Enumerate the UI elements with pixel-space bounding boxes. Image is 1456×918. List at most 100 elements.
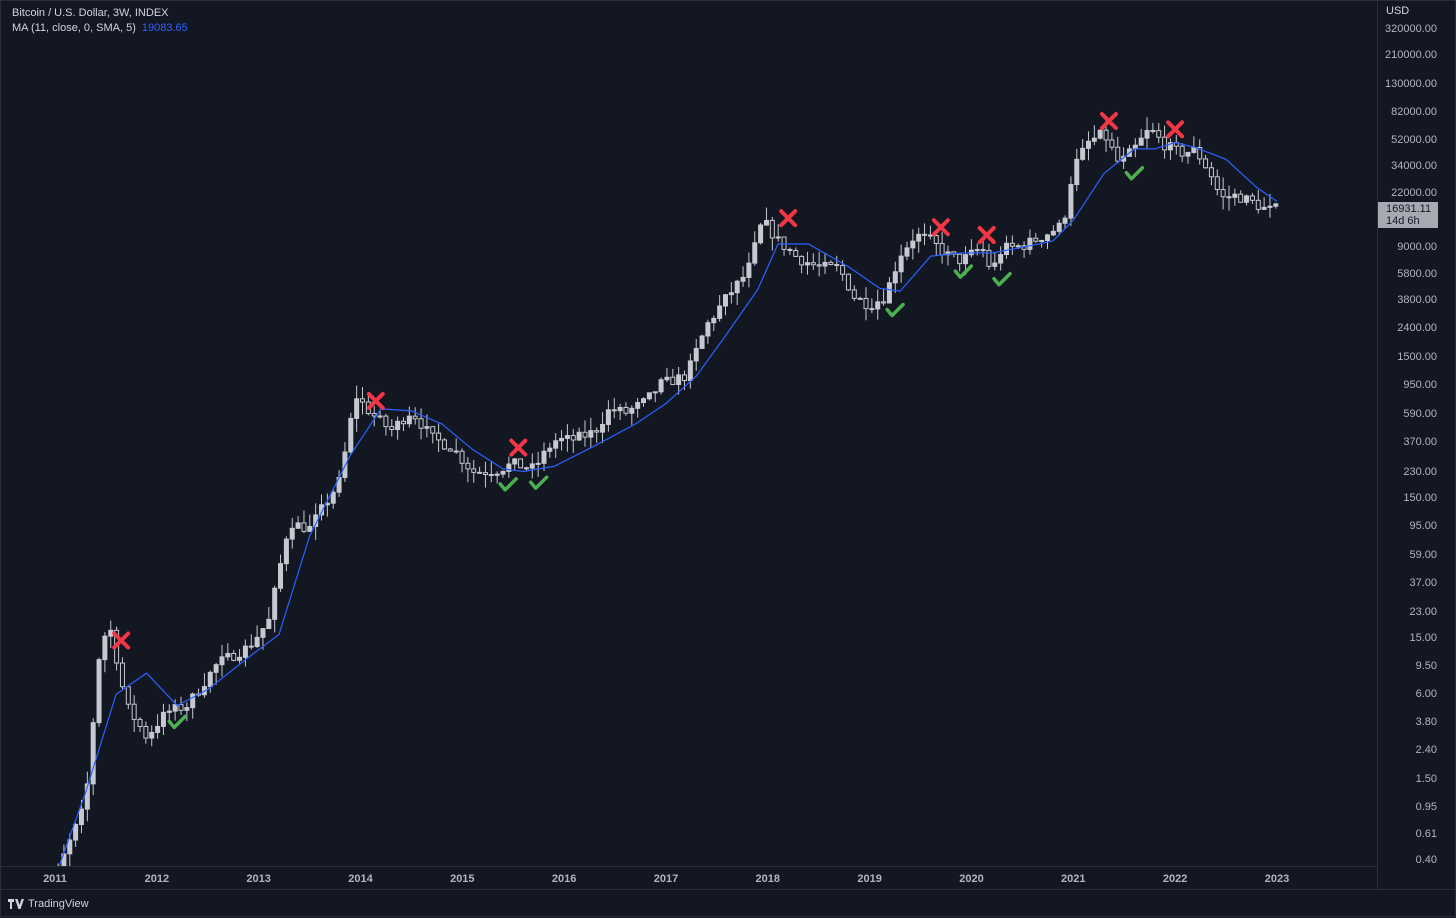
ma-line xyxy=(58,141,1278,866)
candle-body xyxy=(441,439,447,450)
time-tick: 2015 xyxy=(450,873,475,885)
reject-marker xyxy=(977,226,996,245)
candle-body xyxy=(1203,158,1209,169)
hold-marker xyxy=(1124,165,1145,181)
candle-body xyxy=(359,398,365,403)
candle-body xyxy=(1244,195,1250,203)
candle-body xyxy=(254,636,260,647)
candle-body xyxy=(594,430,600,433)
candle-body xyxy=(383,415,389,428)
price-tick: 3.80 xyxy=(1415,716,1437,729)
chart-legend: Bitcoin / U.S. Dollar, 3W, INDEX MA (11,… xyxy=(12,6,188,36)
price-tick: 210000.00 xyxy=(1385,48,1437,61)
time-axis[interactable]: 2011 2012 2013 2014 2015 2016 2017 2018 2019 2020… xyxy=(0,866,1377,890)
candle-body xyxy=(1261,206,1267,210)
candle-body xyxy=(986,249,992,267)
candle-body xyxy=(927,234,933,237)
candle-body xyxy=(810,262,816,266)
tradingview-brand[interactable]: TradingView xyxy=(8,898,89,910)
candle-body xyxy=(430,426,436,434)
candle-body xyxy=(283,538,289,565)
candle-body xyxy=(1044,234,1050,242)
candle-body xyxy=(412,415,418,420)
hold-marker xyxy=(498,477,518,492)
candle-body xyxy=(418,418,424,429)
candle-body xyxy=(102,635,108,661)
candle-body xyxy=(1197,147,1203,160)
candle-body xyxy=(125,686,131,705)
candle-body xyxy=(717,305,723,319)
candle-body xyxy=(266,618,272,630)
candle-body xyxy=(1015,245,1021,248)
candle-body xyxy=(84,783,90,810)
candle-body xyxy=(155,725,161,733)
candle-body xyxy=(1109,139,1115,148)
candle-body xyxy=(711,317,717,324)
candle-body xyxy=(1097,129,1103,139)
price-tick: 5800.00 xyxy=(1397,268,1437,281)
candle-body xyxy=(851,289,857,299)
candle-body xyxy=(1156,130,1162,138)
candle-body xyxy=(676,374,682,385)
price-tick: 950.00 xyxy=(1403,378,1437,391)
candle-body xyxy=(400,420,406,425)
price-axis[interactable]: USD 320000.00 210000.00 130000.00 82000.00 5… xyxy=(1377,0,1456,889)
candle-body xyxy=(898,255,904,273)
candle-body xyxy=(863,297,869,310)
candle-body xyxy=(922,233,928,236)
candle-body xyxy=(1179,145,1185,157)
candle-body xyxy=(330,491,336,504)
candle-body xyxy=(301,522,307,532)
candle-body xyxy=(799,255,805,266)
candle-body xyxy=(541,450,547,464)
candle-body xyxy=(1074,158,1080,186)
price-tick: 2400.00 xyxy=(1397,322,1437,335)
candle-body xyxy=(1103,129,1109,141)
candle-body xyxy=(184,707,190,711)
candle-body xyxy=(635,402,641,409)
price-tick: 82000.00 xyxy=(1391,106,1437,119)
candle-body xyxy=(354,398,360,419)
candle-body xyxy=(535,462,541,465)
candle-body xyxy=(763,219,769,226)
candle-body xyxy=(1039,240,1045,243)
candle-body xyxy=(605,409,611,425)
reject-marker xyxy=(1166,120,1185,139)
ma-legend-value: 19083.65 xyxy=(141,22,188,34)
candle-body xyxy=(488,473,494,476)
tradingview-logo-icon xyxy=(8,899,24,909)
price-tick: 15.00 xyxy=(1409,632,1437,645)
hold-marker xyxy=(528,475,549,490)
price-tick: 0.61 xyxy=(1415,828,1437,841)
last-price-tag: 16931.11 14d 6h xyxy=(1378,202,1438,228)
price-tick: 0.40 xyxy=(1415,854,1437,866)
candle-body xyxy=(143,725,149,739)
candle-body xyxy=(576,431,582,441)
candle-body xyxy=(529,463,535,469)
candle-body xyxy=(465,462,471,470)
price-tick: 23.00 xyxy=(1409,606,1437,619)
candle-body xyxy=(564,435,570,439)
hold-marker xyxy=(953,264,974,279)
candle-body xyxy=(957,253,963,265)
candle-body xyxy=(1068,184,1074,219)
candle-body xyxy=(752,242,758,264)
candle-body xyxy=(933,235,939,244)
candle-body xyxy=(1004,242,1010,256)
candle-body xyxy=(289,527,295,540)
candle-body xyxy=(447,448,453,452)
candle-body xyxy=(1214,176,1220,191)
price-tick: 6.00 xyxy=(1415,688,1437,701)
candle-body xyxy=(746,262,752,278)
price-tick: 150.00 xyxy=(1403,491,1437,504)
candle-body xyxy=(623,406,629,414)
price-tick: 1.50 xyxy=(1415,773,1437,786)
candle-body xyxy=(377,415,383,418)
candle-body xyxy=(1115,146,1121,162)
candle-body xyxy=(857,297,863,300)
candle-body xyxy=(242,645,248,658)
time-tick: 2013 xyxy=(246,873,271,885)
chart-plot[interactable] xyxy=(0,0,1377,866)
candle-body xyxy=(1009,242,1015,247)
candle-body xyxy=(471,468,477,473)
